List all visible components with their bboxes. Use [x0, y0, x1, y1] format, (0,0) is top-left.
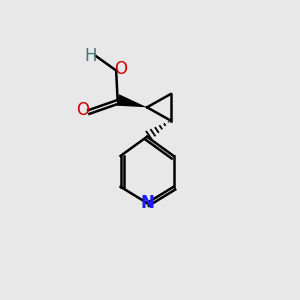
Text: O: O — [76, 101, 89, 119]
Text: N: N — [140, 194, 154, 212]
Polygon shape — [116, 94, 147, 107]
Text: O: O — [114, 60, 127, 78]
Text: H: H — [85, 47, 98, 65]
